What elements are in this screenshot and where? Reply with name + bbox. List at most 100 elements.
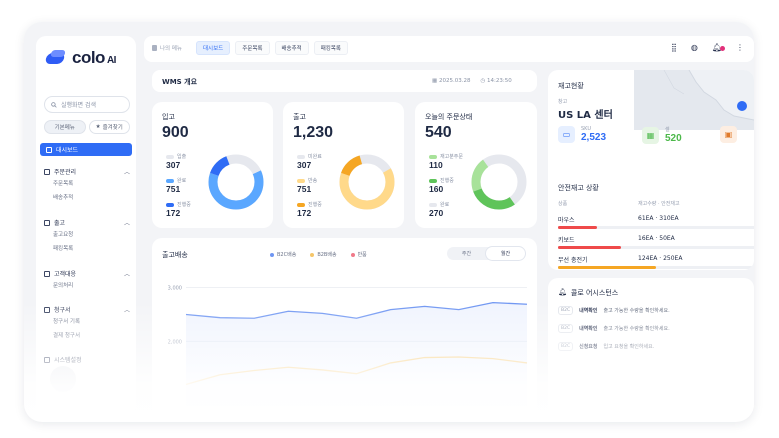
item-type: 신청요청 <box>579 344 598 350</box>
card-title: 입고 <box>162 113 175 121</box>
legend-label: 반품 <box>357 252 367 258</box>
time-display: ◷ 14:23:50 <box>480 78 511 84</box>
assistant-item[interactable]: B2C 내역확인 출고 가능한 수량을 확인하세요. <box>558 306 670 315</box>
chevron-up-icon: ︿ <box>123 220 130 227</box>
apps-grid-icon[interactable]: ⣿ <box>671 43 677 52</box>
item-text: 입고 요청을 확인하세요. <box>603 344 655 350</box>
legend-value: 172 <box>297 208 312 218</box>
kpi-label: SKU <box>581 126 591 132</box>
avatar[interactable] <box>50 366 76 392</box>
sidebar-subitem[interactable]: 주문목록 <box>53 181 74 187</box>
bell-icon[interactable]: 🔔︎ <box>712 43 725 52</box>
sidebar-group-support: 고객대응 ︿ 문의처리 <box>44 268 130 293</box>
stock-level-fill <box>558 246 621 249</box>
legend-item: 반품 <box>350 251 367 258</box>
brand-logo[interactable]: colo AI <box>44 48 116 68</box>
sidebar-group-header[interactable]: 출고 ︿ <box>44 217 130 228</box>
sidebar-tabs: 기본메뉴 ★ 즐겨찾기 <box>44 120 130 134</box>
more-vertical-icon[interactable]: ⋮ <box>736 43 744 52</box>
tab-label: 즐겨찾기 <box>102 125 123 131</box>
assistant-title: 🔔︎ 콜로 어시스턴스 <box>558 288 618 298</box>
tab-order-list[interactable]: 주문목록 <box>235 41 270 55</box>
column-header: 재고수량 · 안전재고 <box>638 201 680 207</box>
sidebar-subitem[interactable]: 배송추적 <box>53 195 74 201</box>
time-text: 14:23:50 <box>487 78 512 84</box>
tab-packing-list[interactable]: 패킹목록 <box>313 41 348 55</box>
legend-label: 진행중 <box>308 202 322 208</box>
grid-icon <box>46 146 52 153</box>
kpi-sku: ▭ SKU 2,523 <box>558 126 606 143</box>
sidebar-group-orders: 주문관리 ︿ 주문목록 배송추적 <box>44 166 130 205</box>
tab-favorites[interactable]: ★ 즐겨찾기 <box>88 120 130 134</box>
inventory-title: 재고현황 <box>558 82 584 90</box>
legend-item: B2B배송 <box>310 251 337 258</box>
warehouse-map[interactable] <box>634 70 754 130</box>
kpi-cell: ▦ 셀 520 <box>642 126 682 144</box>
store-icon: ▣ <box>720 126 737 143</box>
legend-value: 751 <box>297 184 312 194</box>
sidebar-subitem[interactable]: 청구서 기록 <box>53 319 81 325</box>
toggle-weekly[interactable]: 주간 <box>461 251 472 257</box>
sidebar-group-header[interactable]: 주문관리 ︿ <box>44 166 130 177</box>
warehouse-label: 창고 <box>558 99 568 105</box>
sidebar-group-outbound: 출고 ︿ 출고요청 패킹목록 <box>44 217 130 256</box>
item-text: 출고 가능한 수량을 확인하세요. <box>603 326 670 332</box>
legend-swatch <box>166 202 174 207</box>
assistant-item[interactable]: B2C 내역확인 출고 가능한 수량을 확인하세요. <box>558 324 670 333</box>
settings-icon <box>44 356 50 363</box>
receipt-icon <box>44 306 50 313</box>
legend-swatch <box>429 202 437 207</box>
sidebar-group-label: 주문관리 <box>54 169 77 176</box>
globe-icon[interactable]: ◍ <box>690 43 698 52</box>
product-name: 무선 충전기 <box>558 257 588 264</box>
product-name: 마우스 <box>558 217 575 224</box>
product-name: 키보드 <box>558 237 575 244</box>
legend-label: 재고분주문 <box>440 154 464 160</box>
sidebar-group-header[interactable]: 시스템설정 <box>44 354 130 365</box>
legend-value: 270 <box>429 208 444 218</box>
item-tag: B2C <box>558 324 574 333</box>
card-title: 오늘의 주문상태 <box>425 113 473 121</box>
sidebar-subitem[interactable]: 출고요청 <box>53 232 74 238</box>
legend-item: 재고분주문 <box>429 153 463 160</box>
sidebar: colo AI 실행화면 검색 기본메뉴 ★ 즐겨찾기 대시보드 주문관리 ︿ 주문목… <box>36 36 136 416</box>
sidebar-subitem[interactable]: 패킹목록 <box>53 246 74 252</box>
assistant-item[interactable]: B2C 신청요청 입고 요청을 확인하세요. <box>558 342 654 351</box>
tab-default-menu[interactable]: 기본메뉴 <box>44 120 86 134</box>
sidebar-group-header[interactable]: 청구서 ︿ <box>44 304 130 315</box>
chevron-up-icon: ︿ <box>123 169 130 176</box>
legend-item: 미완료 <box>297 153 322 160</box>
legend-label: 진행중 <box>440 178 454 184</box>
sidebar-item-dashboard[interactable]: 대시보드 <box>40 143 132 156</box>
legend-swatch <box>310 252 315 257</box>
y-tick-label: 2,000 <box>168 339 182 345</box>
toggle-monthly[interactable]: 월간 <box>486 247 525 260</box>
tab-dashboard[interactable]: 대시보드 <box>196 41 231 55</box>
notification-dot <box>720 46 725 51</box>
legend-swatch <box>270 252 274 257</box>
sidebar-search-input[interactable]: 실행화면 검색 <box>44 96 130 113</box>
sidebar-subitem[interactable]: 문의처리 <box>53 283 74 289</box>
card-title: 출고 <box>293 113 306 121</box>
map-graphic <box>634 70 754 130</box>
warehouse-name: US LA 센터 <box>558 110 613 121</box>
legend-swatch <box>429 178 437 183</box>
item-tag: B2C <box>558 342 574 351</box>
kpi-label: 셀 <box>665 127 670 133</box>
legend-item: 반송 <box>297 177 317 184</box>
bell-icon: 🔔︎ <box>558 288 567 296</box>
sidebar-group-label: 고객대응 <box>54 271 77 278</box>
sidebar-group-settings: 시스템설정 <box>44 354 130 365</box>
sidebar-subitem[interactable]: 결제 청구서 <box>53 333 81 339</box>
top-bar: 나의 메뉴 대시보드 주문목록 배송추적 패킹목록 ⣿ ◍ 🔔︎ ⋮ <box>144 36 754 62</box>
legend-value: 307 <box>297 160 312 170</box>
tab-shipping-tracking[interactable]: 배송추적 <box>274 41 309 55</box>
card-outbound: 출고 1,230 미완료 307 반송 751 진행중 172 <box>283 102 404 228</box>
y-tick-label: 3,000 <box>168 286 182 292</box>
page-title: WMS 개요 <box>162 78 198 86</box>
brand-name: colo AI <box>72 48 116 67</box>
breadcrumb-label: 나의 메뉴 <box>160 46 182 52</box>
item-tag: B2C <box>558 306 574 315</box>
sidebar-group-header[interactable]: 고객대응 ︿ <box>44 268 130 279</box>
